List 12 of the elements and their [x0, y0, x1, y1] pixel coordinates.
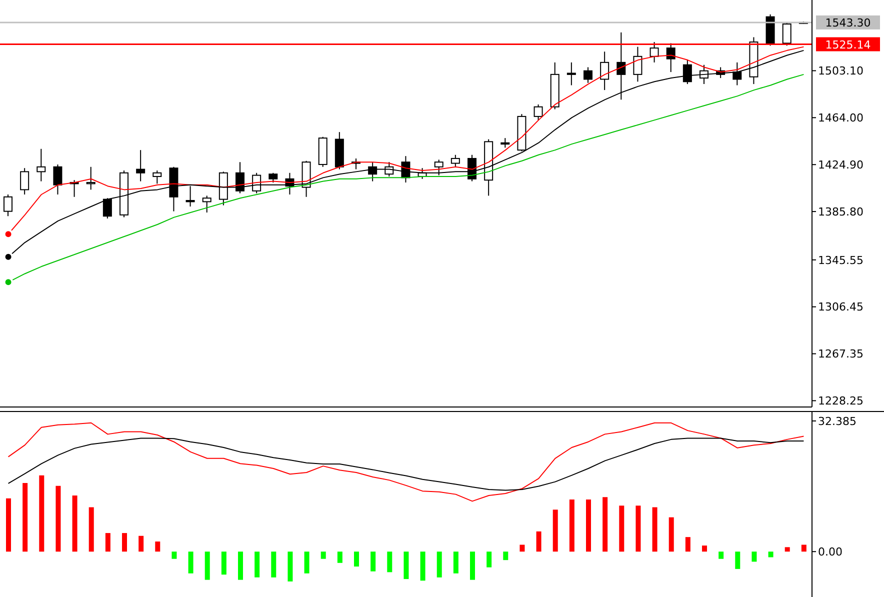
- y-tick-label: 1345.55: [818, 254, 864, 267]
- y-tick-label: 1385.80: [818, 205, 864, 218]
- y-tick-label: 1464.00: [818, 112, 864, 125]
- y-tick-label: 1424.90: [818, 158, 864, 172]
- y-tick-label: 1503.10: [818, 64, 864, 78]
- y-tick-label: 32.385: [818, 414, 856, 428]
- y-tick-label: 1267.35: [818, 348, 864, 361]
- y-tick-label: 1306.45: [818, 300, 864, 314]
- ref-line-label: 1543.30: [825, 16, 871, 30]
- ref-line-label: 1525.14: [825, 38, 871, 52]
- y-tick-label: 1228.25: [818, 394, 864, 408]
- y-tick-label: 0.00: [818, 546, 842, 559]
